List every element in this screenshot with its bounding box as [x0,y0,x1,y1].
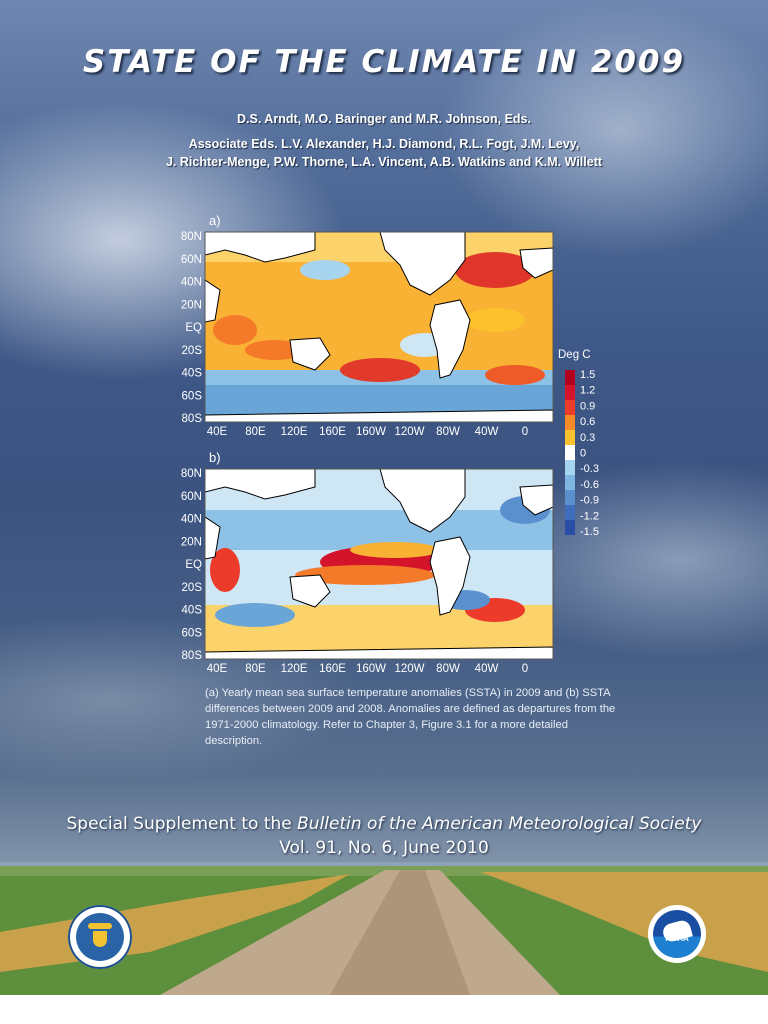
panel-a-y-tick: 60N [181,254,202,266]
panel-a-x-tick: 0 [522,426,528,438]
panel-b-x-tick: 40W [475,663,499,675]
colorbar-tick: -1.2 [580,510,599,522]
panel-a-x-tick: 160E [319,426,346,438]
panel-a-x-tick: 120W [394,426,424,438]
sst-anomaly-figure: a) 80N 60N 40N 20N EQ 20S 40S 60S 80S 40E 80E 120E 16… [181,213,599,675]
panel-b-y-tick: 80S [182,650,203,662]
panel-b-x-tick: 80E [245,663,266,675]
associate-editors-line-1: Associate Eds. L.V. Alexander, H.J. Diam… [188,137,580,151]
panel-b-x-tick: 40E [207,663,228,675]
colorbar-swatch [565,370,575,385]
journal-name: Bulletin of the American Meteorological … [297,814,702,834]
panel-a-x-tick: 40E [207,426,228,438]
volume-line: Vol. 91, No. 6, June 2010 [279,838,489,858]
colorbar-swatch [565,400,575,415]
panel-b-y-tick: 80N [181,468,202,480]
supplement-info: Special Supplement to the Bulletin of th… [0,812,768,860]
colorbar-tick: 1.2 [580,385,595,397]
panel-a-frame [204,231,554,423]
editors-line: D.S. Arndt, M.O. Baringer and M.R. Johns… [236,112,531,126]
noaa-logo-text: NOAA [665,934,689,943]
panel-a-x-tick: 160W [356,426,386,438]
colorbar-tick: 0.9 [580,400,595,412]
panel-b-y-tick: 40N [181,514,202,526]
noaa-logo-icon: NOAA [650,907,704,961]
colorbar-tick: 0.6 [580,416,595,428]
panel-b-y-tick: 60N [181,491,202,503]
colorbar-swatch [565,430,575,445]
figure-caption: (a) Yearly mean sea surface temperature … [205,687,616,747]
panel-b-axis-labels: b) 80N 60N 40N 20N EQ 20S 40S 60S 80S 40E 80E 120E 16… [181,450,528,675]
panel-a-y-tick: EQ [185,322,202,334]
panel-b-y-tick: 20N [181,536,202,548]
colorbar-swatch [565,445,575,460]
colorbar-tick: -0.3 [580,463,599,475]
panel-b-x-tick: 160W [356,663,386,675]
panel-a-x-tick: 120E [281,426,308,438]
panel-b-x-tick: 0 [522,663,528,675]
colorbar-swatch [565,520,575,535]
supplement-line: Special Supplement to the Bulletin of th… [0,812,768,836]
panel-b-x-tick: 120E [281,663,308,675]
cover-page: STATE OF THE CLIMATE IN 2009 D.S. Arndt,… [0,0,768,995]
colorbar-title: Deg C [558,349,591,361]
panel-a-y-tick: 40N [181,277,202,289]
panel-a-map [205,232,553,422]
panel-a-label: a) [209,213,221,228]
department-of-commerce-seal-icon [68,905,132,969]
panel-b-y-tick: 20S [182,582,203,594]
colorbar-swatch [565,460,575,475]
colorbar-swatch [565,490,575,505]
colorbar: Deg C 1.5 1.2 0.9 0.6 0.3 0 -0.3 -0.6 -0.9 -1.2 -1.… [558,349,599,538]
cover-title: STATE OF THE CLIMATE IN 2009 [82,44,686,80]
colorbar-tick: 0 [580,448,586,460]
panel-b-y-tick: 60S [182,627,203,639]
panel-a-y-tick: 20N [181,299,202,311]
colorbar-swatch [565,505,575,520]
associate-editors-line-2: J. Richter-Menge, P.W. Thorne, L.A. Vinc… [165,155,603,169]
colorbar-tick: 0.3 [580,432,595,444]
colorbar-swatch [565,475,575,490]
panel-a-x-tick: 80W [436,426,460,438]
colorbar-tick: -0.6 [580,479,599,491]
panel-a-x-tick: 80E [245,426,266,438]
panel-a-x-tick: 40W [475,426,499,438]
landscape-photo [0,862,768,995]
panel-a-y-tick: 20S [182,345,203,357]
panel-a-axis-labels: a) 80N 60N 40N 20N EQ 20S 40S 60S 80S 40E 80E 120E 16… [181,213,528,438]
colorbar-swatch [565,385,575,400]
panel-b-map [205,469,553,659]
panel-b-y-tick: EQ [185,559,202,571]
associate-editors: Associate Eds. L.V. Alexander, H.J. Diam… [100,135,668,171]
panel-a-y-tick: 80S [182,413,203,425]
panel-b-y-tick: 40S [182,605,203,617]
colorbar-tick: 1.5 [580,369,595,381]
panel-b-frame [204,468,554,660]
panel-b-x-tick: 80W [436,663,460,675]
colorbar-swatch [565,415,575,430]
panel-a-y-tick: 40S [182,368,203,380]
panel-b-label: b) [209,450,221,465]
panel-b-x-tick: 120W [394,663,424,675]
colorbar-tick: -1.5 [580,526,599,538]
panel-a-y-tick: 80N [181,231,202,243]
supplement-prefix: Special Supplement to the [66,814,298,834]
panel-b-x-tick: 160E [319,663,346,675]
colorbar-tick: -0.9 [580,495,599,507]
panel-a-y-tick: 60S [182,390,203,402]
